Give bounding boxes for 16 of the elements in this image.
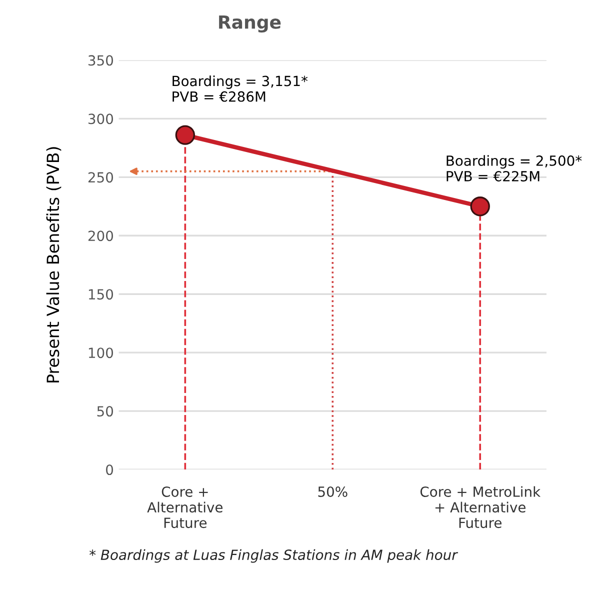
x-tick-label: Core + MetroLink + Alternative Future	[420, 486, 541, 528]
text: * Boardings at Luas Finglas Stations in AM peak hour	[90, 549, 458, 563]
annotation: Boardings = 2,500* PVB = €225M	[446, 155, 582, 182]
x-tick-label: Core + Alternative Future	[147, 486, 223, 528]
y-tick-label: 300	[88, 114, 114, 124]
chart-title: Range	[219, 15, 281, 33]
y-tick-label: 250	[88, 172, 114, 183]
y-tick-label: 350	[88, 55, 114, 66]
y-tick-label: 100	[88, 348, 114, 358]
y-tick-label: 200	[88, 230, 114, 242]
y-tick-label: 50	[97, 406, 114, 417]
y-tick-label: 0	[106, 464, 114, 476]
y-axis-title: Present Value Benefits (PVB)	[46, 147, 62, 382]
x-tick-label: 50%	[318, 486, 348, 497]
y-tick-label: 150	[88, 289, 114, 300]
annotation: Boardings = 3,151* PVB = €286M	[172, 76, 308, 102]
